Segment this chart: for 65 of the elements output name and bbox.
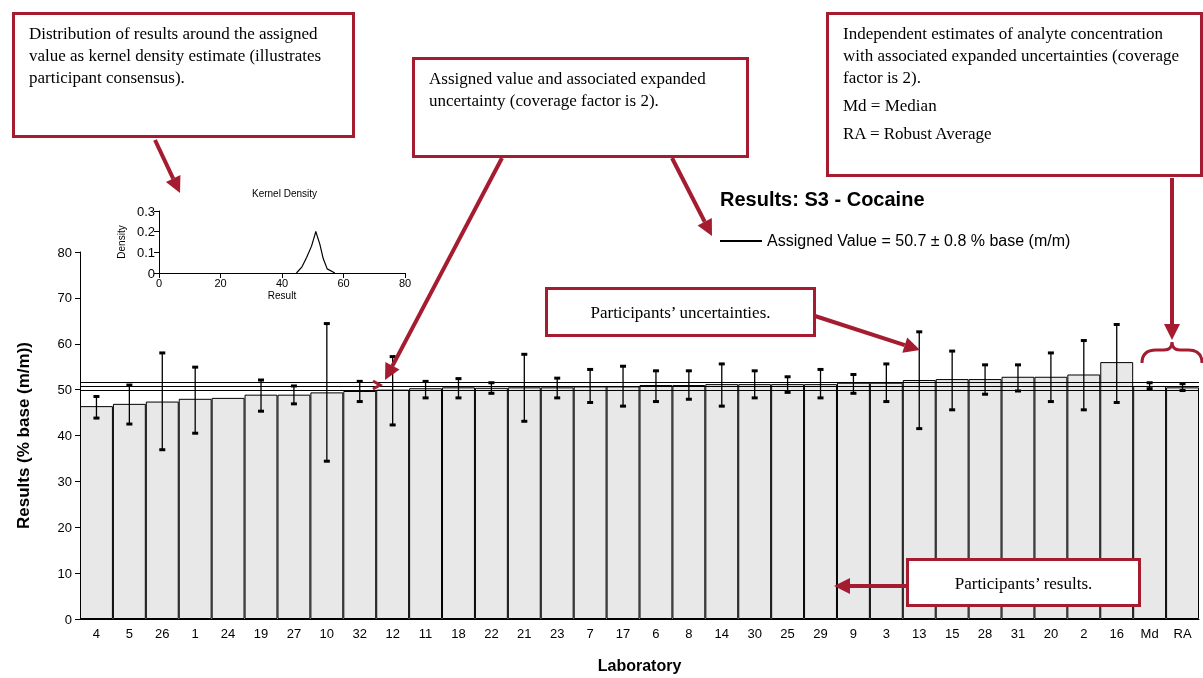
x-tick-label: 23 (549, 626, 565, 641)
x-tick-label: 13 (912, 626, 927, 641)
y-tick-label: 0.3 (136, 203, 155, 219)
annotation: Participants’ results. (953, 573, 1094, 595)
x-tick-label: 4 (92, 626, 101, 641)
x-tick-label: 12 (385, 626, 400, 641)
x-tick-label: Md (1140, 626, 1159, 641)
x-tick-label: 8 (685, 626, 693, 641)
x-tick-label: 1 (191, 626, 199, 641)
x-tick-label: 17 (615, 626, 631, 641)
x-tick-label: 9 (849, 626, 858, 641)
x-tick-label: 26 (155, 626, 170, 641)
chart-title: Kernel Density (252, 187, 318, 199)
y-tick-label: 30 (57, 473, 72, 489)
y-axis-title: Density (115, 225, 127, 259)
x-tick-label: 10 (319, 626, 335, 641)
x-tick-label: 30 (747, 626, 762, 641)
x-tick-label: 3 (882, 626, 890, 641)
callout-box: Distribution of results around the assigned value as kernel density estimate (illustrates participant consensus). (12, 12, 355, 138)
x-axis-title: Laboratory (597, 656, 682, 674)
x-tick-label: 21 (517, 626, 532, 641)
y-tick-label: 10 (57, 565, 72, 581)
y-tick-label: 0 (64, 611, 72, 627)
x-tick-label: 0 (155, 276, 163, 289)
x-tick-label: 29 (813, 626, 828, 641)
y-tick-label: 0.1 (136, 244, 155, 260)
y-tick-label: 80 (57, 244, 72, 260)
x-tick-label: 32 (352, 626, 367, 641)
x-tick-label: 19 (253, 626, 269, 641)
callout-box: Assigned value and associated expanded uncertainty (coverage factor is 2). (412, 57, 749, 158)
y-tick-label: 50 (57, 382, 72, 398)
callout-box: Independent estimates of analyte concentration with associated expanded uncertainties (coverage factor is 2). Md = Median RA = Robust Average (826, 12, 1203, 177)
x-tick-label: 28 (977, 626, 993, 641)
x-tick-label: 16 (1109, 626, 1124, 641)
legend-label: Assigned Value = 50.7 ± 0.8 % base (m/m) (767, 231, 1071, 249)
x-tick-label: 20 (214, 276, 227, 289)
x-tick-label: 25 (780, 626, 795, 641)
callout-box: Participants’ uncertainties. (545, 287, 816, 337)
x-tick-label: 20 (1043, 626, 1059, 641)
x-tick-label: 24 (220, 626, 236, 641)
x-tick-label: 11 (418, 626, 433, 641)
x-tick-label: 80 (398, 276, 412, 289)
annotation: Participants’ uncertainties. (589, 302, 772, 324)
x-tick-label: 31 (1010, 626, 1026, 641)
y-tick-label: 20 (57, 519, 72, 535)
x-tick-label: 15 (944, 626, 960, 641)
y-tick-label: 70 (57, 290, 72, 306)
y-tick-label: 60 (57, 336, 72, 352)
callout-box: Participants’ results. (906, 558, 1141, 607)
x-tick-label: 18 (451, 626, 466, 641)
x-tick-label: RA (1173, 626, 1192, 641)
y-tick-label: 0.2 (136, 224, 155, 240)
y-axis-title: Results (% base (m/m)) (14, 341, 33, 530)
x-axis-title: Result (267, 289, 297, 301)
x-tick-label: 27 (286, 626, 302, 641)
x-tick-label: 40 (275, 276, 289, 289)
x-tick-label: 60 (337, 276, 350, 289)
chart-title: Results: S3 - Cocaine (720, 188, 925, 210)
y-tick-label: 40 (57, 428, 72, 443)
x-tick-label: 5 (125, 626, 133, 641)
x-tick-label: 6 (652, 626, 660, 641)
x-tick-label: 2 (1080, 626, 1088, 641)
x-tick-label: 14 (714, 626, 730, 641)
x-tick-label: 22 (484, 626, 499, 641)
x-tick-label: 7 (586, 626, 594, 641)
